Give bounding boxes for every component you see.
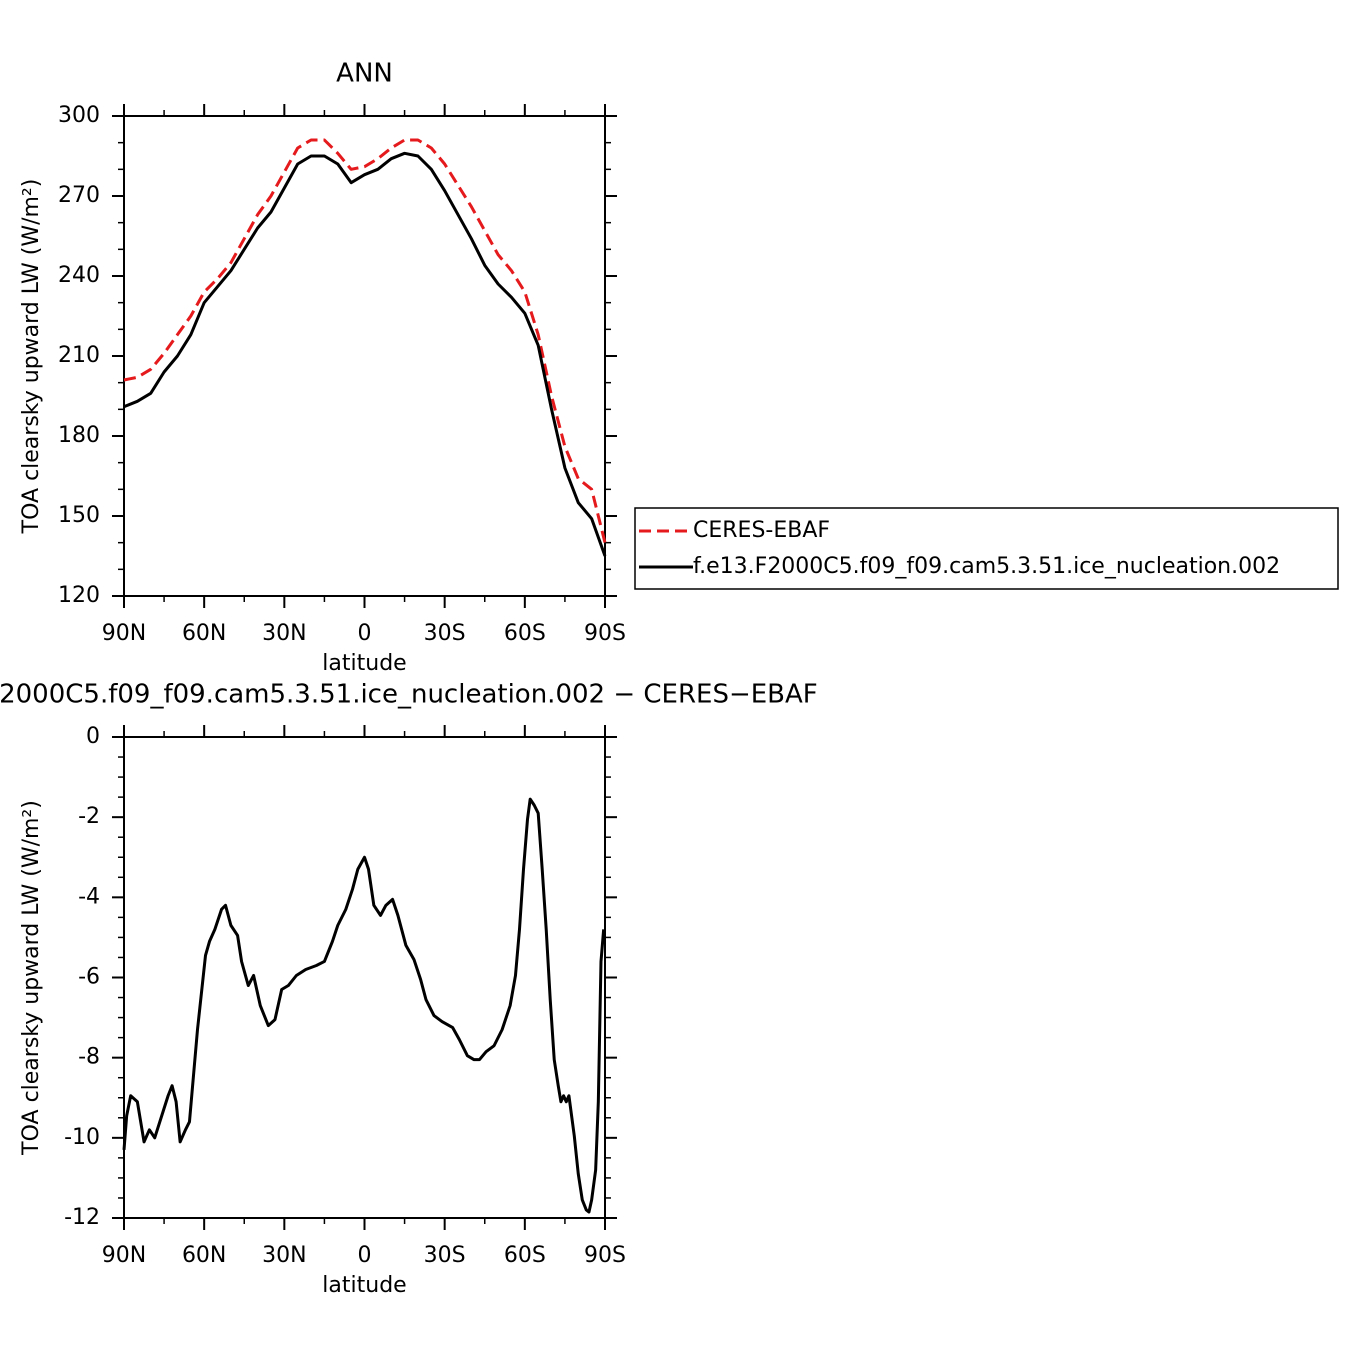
x-axis-label: latitude	[322, 1273, 406, 1298]
y-tick-label: 270	[58, 183, 100, 208]
x-tick-label: 90N	[102, 621, 146, 646]
x-tick-label: 30S	[424, 1243, 466, 1268]
x-tick-label: 60S	[504, 621, 546, 646]
legend-label: CERES-EBAF	[693, 518, 830, 543]
y-tick-label: 150	[58, 503, 100, 528]
y-tick-label: -10	[64, 1125, 100, 1150]
chart-title: ANN	[336, 59, 393, 89]
plot-frame	[123, 736, 606, 1219]
y-tick-label: -2	[78, 804, 100, 829]
legend-label: f.e13.F2000C5.f09_f09.cam5.3.51.ice_nucl…	[693, 554, 1280, 579]
x-tick-label: 60N	[182, 1243, 226, 1268]
x-tick-label: 60S	[504, 1243, 546, 1268]
plot-frame	[123, 115, 606, 597]
x-tick-label: 90S	[584, 621, 626, 646]
x-tick-label: 0	[358, 1243, 372, 1268]
y-tick-label: 210	[58, 343, 100, 368]
chart-title: f.e13.F2000C5.f09_f09.cam5.3.51.ice_nucl…	[0, 680, 818, 710]
y-axis-label: TOA clearsky upward LW (W/m²)	[19, 800, 44, 1156]
x-tick-label: 30N	[262, 621, 306, 646]
x-tick-label: 90S	[584, 1243, 626, 1268]
y-tick-label: 300	[58, 103, 100, 128]
x-axis-label: latitude	[322, 651, 406, 676]
x-tick-label: 90N	[102, 1243, 146, 1268]
data-line	[123, 138, 607, 544]
legend-box	[634, 507, 1339, 590]
data-line	[122, 797, 606, 1214]
y-tick-label: -8	[78, 1045, 100, 1070]
y-tick-label: 240	[58, 263, 100, 288]
x-tick-label: 60N	[182, 621, 226, 646]
x-tick-label: 30S	[424, 621, 466, 646]
y-axis-label: TOA clearsky upward LW (W/m²)	[19, 179, 44, 535]
y-tick-label: 0	[86, 724, 100, 749]
y-tick-label: 180	[58, 423, 100, 448]
y-tick-label: -6	[78, 965, 100, 990]
x-tick-label: 30N	[262, 1243, 306, 1268]
y-tick-label: -4	[78, 884, 100, 909]
y-tick-label: 120	[58, 583, 100, 608]
y-tick-label: -12	[64, 1205, 100, 1230]
x-tick-label: 0	[358, 621, 372, 646]
data-line	[123, 151, 607, 557]
